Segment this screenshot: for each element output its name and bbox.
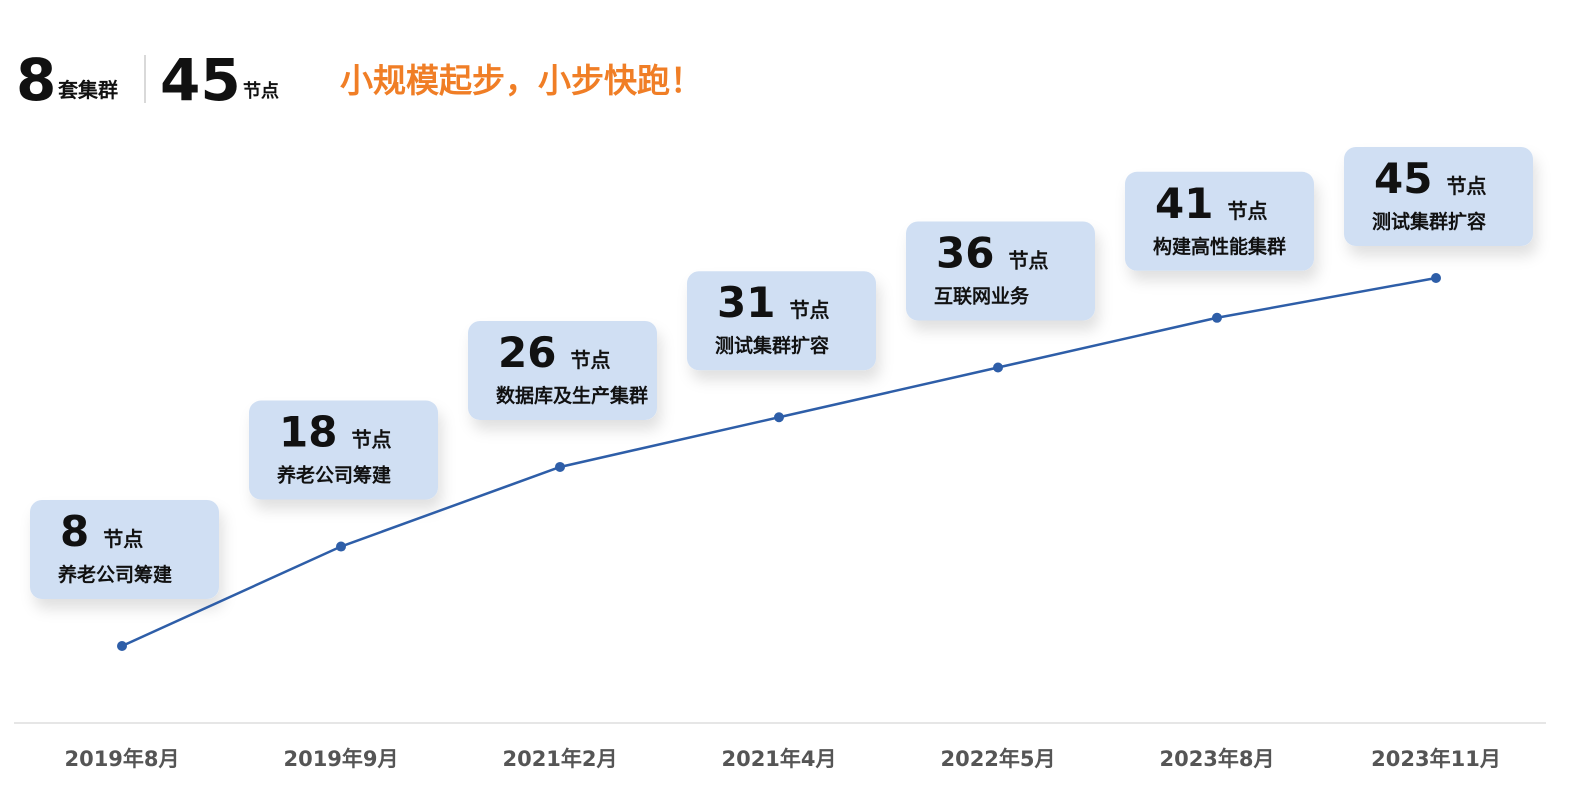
x-tick-label: 2023年8月 [1159,747,1274,771]
annotation-text: 养老公司筹建 [57,563,172,586]
annotation-text: 测试集群扩容 [715,334,829,357]
annotation-box [468,320,657,420]
slogan: 小规模起步，小步快跑！ [340,61,703,100]
annotation-unit: 节点 [351,428,391,452]
annotation-value: 8 [60,507,89,556]
point [555,461,565,472]
annotation-unit: 节点 [103,527,143,551]
x-tick-label: 2023年11月 [1371,747,1501,771]
annotation-value: 18 [279,408,337,457]
point [774,412,784,423]
point [336,541,346,552]
annotation-unit: 节点 [1446,174,1486,198]
annotation-box [249,400,438,500]
node-count: 45 [160,46,241,114]
node-unit: 节点 [243,80,279,102]
cluster-count: 8 [16,46,56,114]
annotation-value: 41 [1155,179,1213,228]
point [1431,273,1441,283]
annotation-unit: 节点 [1008,249,1048,273]
annotation-value: 31 [717,278,775,327]
annotation-box [906,221,1095,321]
annotation-text: 互联网业务 [934,285,1030,308]
annotation-box [1125,171,1314,271]
annotation-unit: 节点 [570,348,610,372]
annotation-value: 36 [936,229,994,278]
x-tick-label: 2021年2月 [502,747,617,771]
x-tick-label: 2019年8月 [64,747,179,771]
x-tick-label: 2022年5月 [940,747,1055,771]
cluster-unit: 套集群 [58,78,118,102]
point [993,362,1003,373]
annotation-text: 养老公司筹建 [276,464,391,487]
annotation-unit: 节点 [1227,199,1267,223]
annotation-box [30,500,219,599]
point [117,641,127,651]
annotation-value: 26 [498,328,556,377]
annotation-box [1344,147,1533,246]
point [1212,312,1222,323]
annotation-unit: 节点 [789,298,829,322]
annotation-text: 构建高性能集群 [1153,235,1286,258]
annotation-box [687,271,876,371]
annotation-value: 45 [1374,154,1432,203]
x-tick-label: 2019年9月 [283,747,398,771]
annotation-text: 测试集群扩容 [1372,210,1486,233]
x-tick-label: 2021年4月 [721,747,836,771]
annotation-text: 数据库及生产集群 [496,384,648,407]
